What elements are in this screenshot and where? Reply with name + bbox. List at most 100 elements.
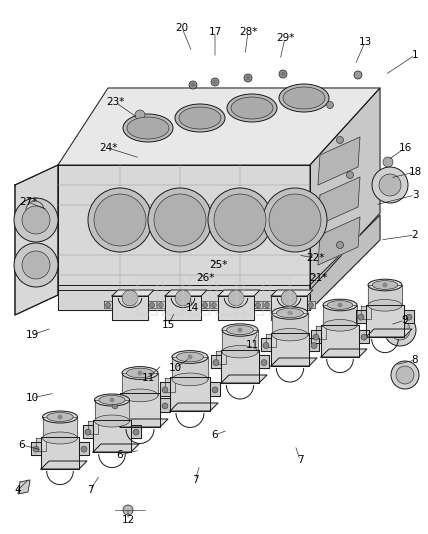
Polygon shape: [310, 215, 380, 310]
Circle shape: [261, 359, 267, 366]
Text: 13: 13: [358, 37, 372, 47]
Polygon shape: [321, 349, 367, 357]
Text: 1: 1: [412, 50, 418, 60]
Polygon shape: [366, 329, 412, 337]
Polygon shape: [83, 425, 93, 437]
Ellipse shape: [176, 352, 203, 362]
Ellipse shape: [226, 325, 253, 335]
Circle shape: [372, 167, 408, 203]
Circle shape: [279, 70, 287, 78]
Circle shape: [383, 282, 387, 287]
Polygon shape: [316, 326, 326, 339]
Text: 15: 15: [161, 320, 175, 330]
Circle shape: [390, 320, 410, 340]
Ellipse shape: [42, 411, 77, 423]
Circle shape: [88, 188, 152, 252]
Text: 24*: 24*: [99, 143, 117, 153]
Circle shape: [313, 334, 319, 340]
Text: 12: 12: [122, 515, 135, 525]
Circle shape: [288, 310, 292, 316]
Circle shape: [281, 290, 297, 306]
Circle shape: [33, 446, 39, 452]
Polygon shape: [58, 285, 310, 310]
Ellipse shape: [327, 301, 353, 309]
Polygon shape: [165, 296, 201, 320]
Ellipse shape: [227, 94, 277, 122]
Polygon shape: [122, 373, 158, 395]
Polygon shape: [115, 394, 125, 407]
Polygon shape: [110, 398, 120, 412]
Ellipse shape: [368, 300, 402, 311]
Text: 23*: 23*: [106, 97, 124, 107]
Ellipse shape: [172, 373, 208, 386]
Polygon shape: [201, 301, 209, 308]
Circle shape: [238, 327, 243, 333]
Circle shape: [244, 74, 252, 82]
Circle shape: [213, 359, 219, 366]
Circle shape: [396, 366, 414, 384]
Circle shape: [149, 303, 155, 308]
Text: 6: 6: [117, 450, 123, 460]
Circle shape: [406, 314, 412, 320]
Circle shape: [110, 397, 115, 403]
Text: 20: 20: [175, 23, 189, 33]
Polygon shape: [272, 313, 308, 335]
Circle shape: [212, 387, 218, 393]
Text: 7: 7: [192, 475, 198, 485]
Polygon shape: [222, 330, 258, 352]
Ellipse shape: [272, 328, 308, 341]
Circle shape: [162, 403, 168, 409]
Polygon shape: [218, 296, 254, 320]
Polygon shape: [160, 398, 170, 412]
Ellipse shape: [276, 308, 303, 318]
Polygon shape: [271, 296, 307, 320]
Polygon shape: [221, 350, 259, 383]
Circle shape: [26, 201, 44, 219]
Polygon shape: [254, 301, 262, 308]
Polygon shape: [170, 377, 210, 411]
Circle shape: [189, 81, 197, 89]
Text: 10: 10: [169, 363, 181, 373]
Circle shape: [190, 82, 196, 88]
Circle shape: [162, 387, 168, 393]
Polygon shape: [157, 301, 165, 308]
Polygon shape: [104, 301, 112, 308]
Circle shape: [208, 188, 272, 252]
Ellipse shape: [222, 324, 258, 336]
Circle shape: [133, 429, 139, 435]
Polygon shape: [93, 444, 139, 452]
Text: 6: 6: [212, 430, 218, 440]
Ellipse shape: [122, 389, 158, 402]
Circle shape: [22, 206, 50, 234]
Ellipse shape: [123, 114, 173, 142]
Text: 27*: 27*: [19, 197, 37, 207]
Circle shape: [379, 174, 401, 196]
Circle shape: [211, 78, 219, 86]
Text: 17: 17: [208, 27, 222, 37]
Circle shape: [154, 194, 206, 246]
Circle shape: [81, 446, 87, 452]
Circle shape: [158, 303, 163, 308]
Circle shape: [354, 71, 362, 79]
Text: 14: 14: [185, 303, 199, 313]
Text: 22*: 22*: [306, 253, 324, 263]
Circle shape: [269, 194, 321, 246]
Polygon shape: [36, 438, 46, 451]
Circle shape: [211, 303, 217, 308]
Circle shape: [122, 290, 138, 306]
Polygon shape: [112, 296, 148, 320]
Circle shape: [14, 198, 58, 242]
Text: 21*: 21*: [309, 273, 327, 283]
Polygon shape: [309, 338, 319, 351]
Polygon shape: [311, 330, 321, 343]
Polygon shape: [58, 165, 310, 290]
Circle shape: [148, 188, 212, 252]
Polygon shape: [318, 217, 360, 265]
Ellipse shape: [99, 396, 125, 404]
Polygon shape: [95, 400, 129, 421]
Circle shape: [265, 303, 270, 308]
Circle shape: [94, 194, 146, 246]
Circle shape: [263, 188, 327, 252]
Ellipse shape: [283, 87, 325, 109]
Polygon shape: [261, 338, 271, 351]
